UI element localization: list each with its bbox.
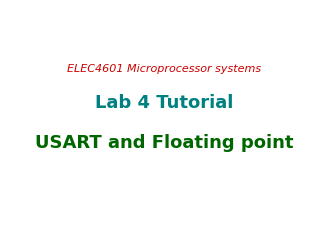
Text: Lab 4 Tutorial: Lab 4 Tutorial bbox=[95, 94, 233, 112]
Text: USART and Floating point: USART and Floating point bbox=[35, 134, 293, 152]
Text: ELEC4601 Microprocessor systems: ELEC4601 Microprocessor systems bbox=[67, 65, 261, 74]
